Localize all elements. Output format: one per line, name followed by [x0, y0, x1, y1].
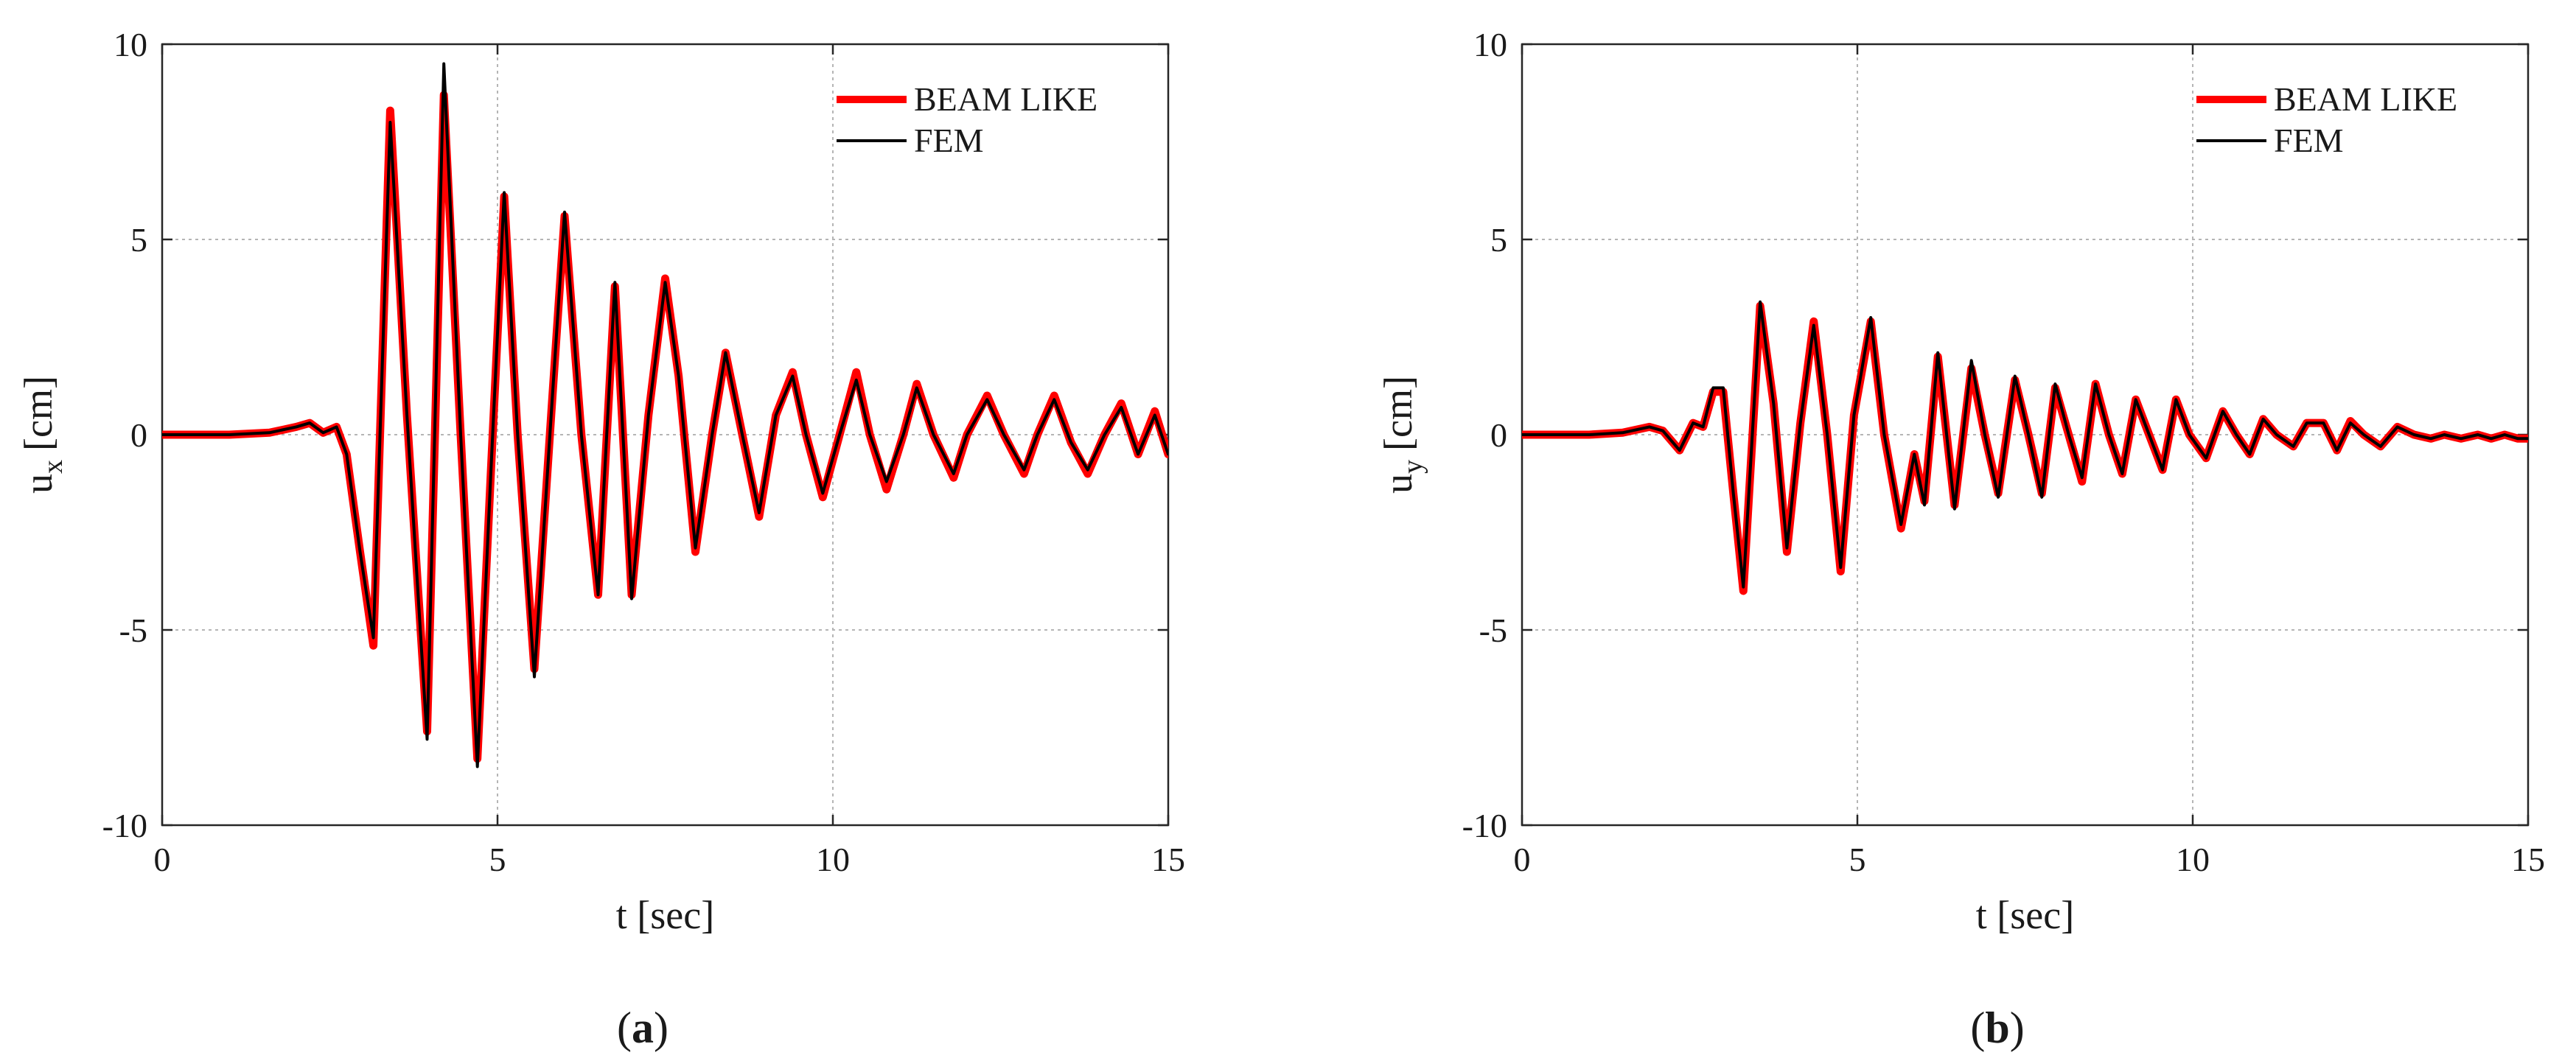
- panel-caption: (b): [1970, 1003, 2024, 1052]
- x-tick-label: 0: [1514, 841, 1531, 878]
- panel-caption-letter: a: [632, 1003, 654, 1052]
- y-axis-title-symbol: u: [16, 474, 60, 494]
- panel-caption-open-paren: (: [1970, 1003, 1985, 1052]
- series-line-fem: [162, 62, 1168, 768]
- panel-caption-close-paren: ): [2010, 1003, 2025, 1052]
- y-axis-title-unit: [cm]: [1376, 376, 1420, 451]
- y-axis-title-unit: [cm]: [16, 376, 60, 451]
- y-tick-label: 0: [1490, 416, 1507, 454]
- x-tick-label: 5: [489, 841, 506, 878]
- panel-caption-close-paren: ): [654, 1003, 669, 1052]
- y-tick-label: 5: [1490, 221, 1507, 259]
- panel-caption-open-paren: (: [617, 1003, 632, 1052]
- y-axis-title: ux [cm]: [16, 376, 69, 494]
- x-tick-label: 10: [2176, 841, 2210, 878]
- y-tick-label: -10: [102, 807, 147, 844]
- y-tick-label: 5: [130, 221, 147, 259]
- y-axis-title: uy [cm]: [1376, 376, 1428, 494]
- x-tick-label: 10: [816, 841, 850, 878]
- x-axis-title: t [sec]: [616, 893, 714, 937]
- x-axis-title: t [sec]: [1976, 893, 2074, 937]
- chart-panel-b: 0 5 10 15 -10 -5 0 5 10 t [sec] uy [cm] BEAM LIKE FEM…: [1376, 26, 2545, 1052]
- panel-caption-letter: b: [1985, 1003, 2009, 1052]
- y-tick-label: 10: [114, 26, 147, 63]
- y-tick-label: -5: [119, 612, 147, 649]
- x-tick-label: 15: [2511, 841, 2545, 878]
- x-tick-label: 0: [154, 841, 171, 878]
- legend-label-fem: FEM: [2274, 122, 2344, 159]
- y-tick-label: -5: [1479, 612, 1507, 649]
- y-axis-title-subscript: x: [38, 460, 69, 474]
- x-tick-label: 5: [1849, 841, 1866, 878]
- y-tick-label: -10: [1462, 807, 1507, 844]
- y-axis-title-symbol: u: [1376, 474, 1420, 494]
- y-axis-title-subscript: y: [1397, 460, 1428, 474]
- chart-panel-a: 0 5 10 15 -10 -5 0 5 10 t [sec] ux [cm] BEAM LIKE FEM…: [16, 26, 1185, 1052]
- legend-label-beam-like: BEAM LIKE: [914, 80, 1097, 118]
- legend-label-beam-like: BEAM LIKE: [2274, 80, 2457, 118]
- series-line-fem: [1522, 300, 2528, 589]
- y-tick-label: 10: [1473, 26, 1507, 63]
- y-tick-label: 0: [130, 416, 147, 454]
- legend-label-fem: FEM: [914, 122, 984, 159]
- x-tick-label: 15: [1151, 841, 1185, 878]
- panel-caption: (a): [617, 1003, 669, 1052]
